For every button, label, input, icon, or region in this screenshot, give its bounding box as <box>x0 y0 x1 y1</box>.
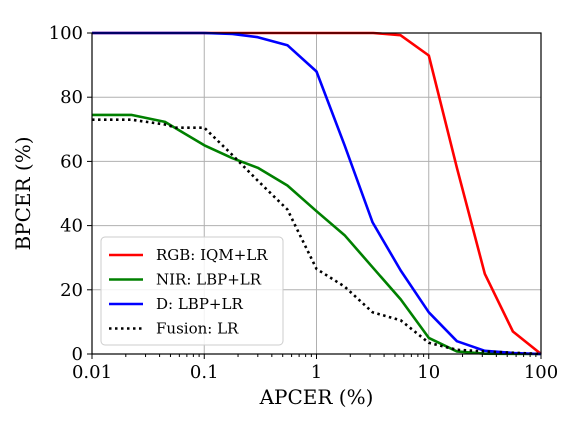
x-tick-label: 1 <box>311 362 322 383</box>
legend: RGB: IQM+LR NIR: LBP+LR D: LBP+LR Fusion: L… <box>100 236 284 346</box>
legend-box <box>100 236 284 346</box>
y-tick-label: 100 <box>49 23 83 44</box>
y-axis-label: BPCER (%) <box>11 136 35 250</box>
legend-label: Fusion: LR <box>156 320 239 338</box>
x-tick-label: 0.01 <box>72 362 112 383</box>
y-tick-label: 40 <box>60 216 83 237</box>
x-axis-label: APCER (%) <box>259 385 374 409</box>
x-tick-label: 100 <box>524 362 558 383</box>
x-tick-label: 0.1 <box>190 362 219 383</box>
y-tick-label: 0 <box>72 344 83 365</box>
y-tick-label: 60 <box>60 151 83 172</box>
legend-label: NIR: LBP+LR <box>156 271 262 289</box>
legend-label: RGB: IQM+LR <box>156 246 268 264</box>
x-tick-label: 10 <box>417 362 440 383</box>
y-tick-label: 20 <box>60 280 83 301</box>
series-line <box>92 118 542 356</box>
series-line <box>92 31 542 356</box>
axis-ticks: 0.01 0.1 1 10 100 0 20 40 60 80 100 <box>49 23 559 383</box>
y-tick-label: 80 <box>60 87 83 108</box>
legend-label: D: LBP+LR <box>156 295 243 313</box>
